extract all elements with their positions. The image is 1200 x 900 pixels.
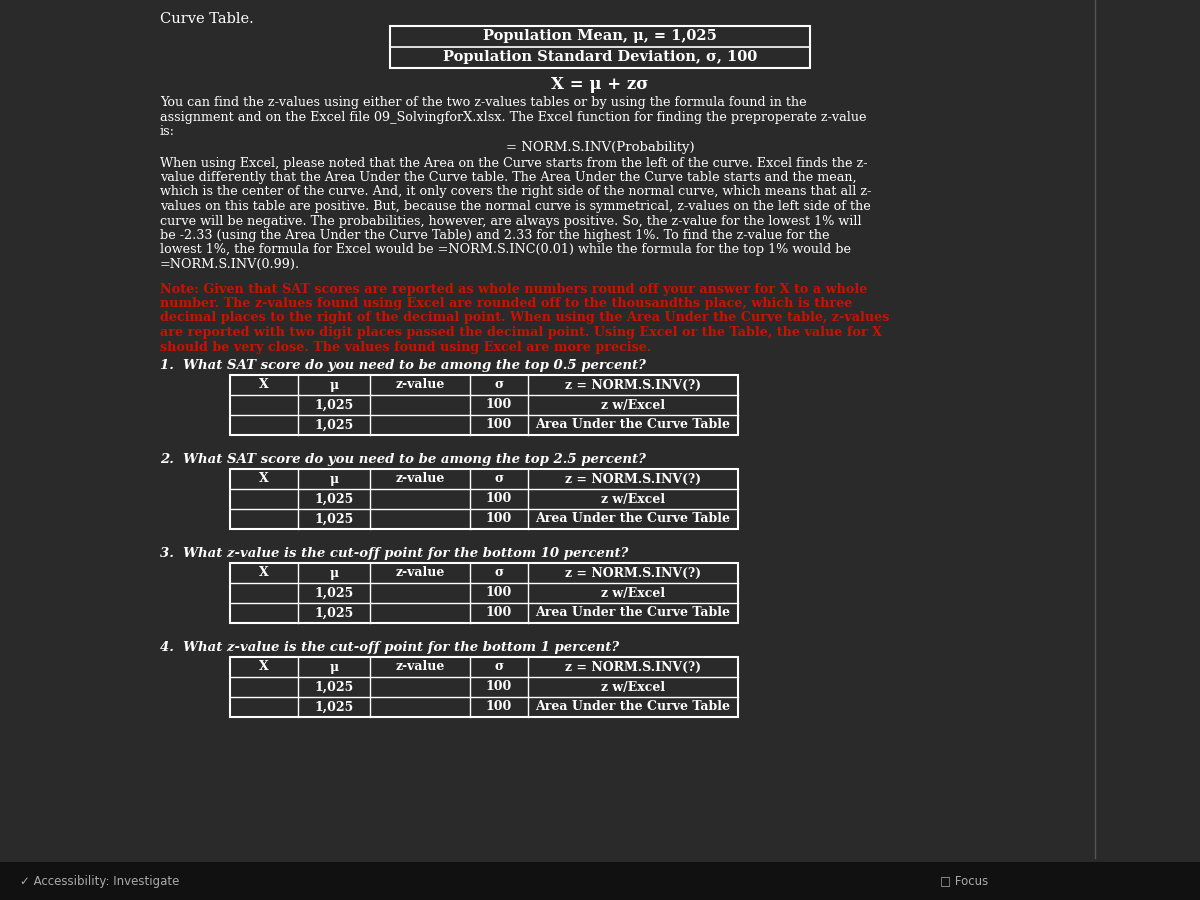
Text: μ: μ	[330, 379, 338, 392]
Text: 1,025: 1,025	[314, 492, 354, 506]
Text: z w/Excel: z w/Excel	[601, 587, 665, 599]
Text: 1,025: 1,025	[314, 399, 354, 411]
Text: 100: 100	[486, 587, 512, 599]
Text: Population Standard Deviation, σ, 100: Population Standard Deviation, σ, 100	[443, 50, 757, 64]
Text: When using Excel, please noted that the Area on the Curve starts from the left o: When using Excel, please noted that the …	[160, 157, 868, 169]
Text: 100: 100	[486, 700, 512, 714]
Text: 1,025: 1,025	[314, 680, 354, 694]
Text: σ: σ	[494, 566, 504, 580]
Text: should be very close. The values found using Excel are more precise.: should be very close. The values found u…	[160, 340, 652, 354]
Text: μ: μ	[330, 566, 338, 580]
Text: σ: σ	[494, 661, 504, 673]
Text: lowest 1%, the formula for Excel would be =NORM.S.INC(0.01) while the formula fo: lowest 1%, the formula for Excel would b…	[160, 244, 851, 256]
Text: ✓ Accessibility: Investigate: ✓ Accessibility: Investigate	[20, 875, 179, 887]
Text: z-value: z-value	[395, 661, 445, 673]
Text: 2.  What SAT score do you need to be among the top 2.5 percent?: 2. What SAT score do you need to be amon…	[160, 453, 646, 466]
Text: □ Focus: □ Focus	[940, 875, 989, 887]
Text: 1,025: 1,025	[314, 512, 354, 526]
Text: 100: 100	[486, 607, 512, 619]
Text: are reported with two digit places passed the decimal point. Using Excel or the : are reported with two digit places passe…	[160, 326, 882, 339]
Text: X: X	[259, 472, 269, 485]
Text: z w/Excel: z w/Excel	[601, 492, 665, 506]
Text: 100: 100	[486, 399, 512, 411]
Text: z = NORM.S.INV(?): z = NORM.S.INV(?)	[565, 661, 701, 673]
Text: You can find the z-values using either of the two z-values tables or by using th: You can find the z-values using either o…	[160, 96, 806, 109]
Text: values on this table are positive. But, because the normal curve is symmetrical,: values on this table are positive. But, …	[160, 200, 871, 213]
Text: μ: μ	[330, 472, 338, 485]
Bar	[390, 26, 810, 68]
Text: 1.  What SAT score do you need to be among the top 0.5 percent?: 1. What SAT score do you need to be amon…	[160, 359, 646, 372]
Text: z-value: z-value	[395, 472, 445, 485]
Bar	[230, 563, 738, 623]
Text: value differently that the Area Under the Curve table. The Area Under the Curve : value differently that the Area Under th…	[160, 171, 857, 184]
Text: =NORM.S.INV(0.99).: =NORM.S.INV(0.99).	[160, 258, 300, 271]
Text: 4.  What z-value is the cut-off point for the bottom 1 percent?: 4. What z-value is the cut-off point for…	[160, 641, 619, 654]
Text: z w/Excel: z w/Excel	[601, 399, 665, 411]
Text: Area Under the Curve Table: Area Under the Curve Table	[535, 418, 731, 431]
Text: z = NORM.S.INV(?): z = NORM.S.INV(?)	[565, 472, 701, 485]
Text: 1,025: 1,025	[314, 607, 354, 619]
Text: μ: μ	[330, 661, 338, 673]
Text: X: X	[259, 379, 269, 392]
Text: z w/Excel: z w/Excel	[601, 680, 665, 694]
Text: z = NORM.S.INV(?): z = NORM.S.INV(?)	[565, 379, 701, 392]
Text: number. The z-values found using Excel are rounded off to the thousandths place,: number. The z-values found using Excel a…	[160, 297, 852, 310]
Text: 1,025: 1,025	[314, 587, 354, 599]
Text: 100: 100	[486, 492, 512, 506]
Text: X: X	[259, 661, 269, 673]
Text: Curve Table.: Curve Table.	[160, 12, 253, 26]
Bar	[230, 469, 738, 529]
Text: z-value: z-value	[395, 379, 445, 392]
Text: z-value: z-value	[395, 566, 445, 580]
Text: Population Mean, μ, = 1,025: Population Mean, μ, = 1,025	[484, 29, 716, 43]
Text: decimal places to the right of the decimal point. When using the Area Under the : decimal places to the right of the decim…	[160, 311, 889, 325]
Text: = NORM.S.INV(Probability): = NORM.S.INV(Probability)	[505, 140, 695, 154]
Text: σ: σ	[494, 472, 504, 485]
Text: Area Under the Curve Table: Area Under the Curve Table	[535, 700, 731, 714]
Text: is:: is:	[160, 125, 175, 138]
Text: Note: Given that SAT scores are reported as whole numbers round off your answer : Note: Given that SAT scores are reported…	[160, 283, 868, 295]
Text: 100: 100	[486, 418, 512, 431]
Text: Area Under the Curve Table: Area Under the Curve Table	[535, 607, 731, 619]
Text: σ: σ	[494, 379, 504, 392]
Text: 1,025: 1,025	[314, 418, 354, 431]
Text: 3.  What z-value is the cut-off point for the bottom 10 percent?: 3. What z-value is the cut-off point for…	[160, 547, 629, 560]
Text: curve will be negative. The probabilities, however, are always positive. So, the: curve will be negative. The probabilitie…	[160, 214, 862, 228]
Text: 1,025: 1,025	[314, 700, 354, 714]
Text: 100: 100	[486, 512, 512, 526]
Text: assignment and on the Excel file 09_SolvingforX.xlsx. The Excel function for fin: assignment and on the Excel file 09_Solv…	[160, 111, 866, 123]
Bar	[0, 862, 1200, 900]
Text: X = μ + zσ: X = μ + zσ	[551, 76, 649, 93]
Text: Area Under the Curve Table: Area Under the Curve Table	[535, 512, 731, 526]
Bar	[230, 375, 738, 435]
Bar	[230, 657, 738, 717]
Text: 100: 100	[486, 680, 512, 694]
Text: z = NORM.S.INV(?): z = NORM.S.INV(?)	[565, 566, 701, 580]
Text: X: X	[259, 566, 269, 580]
Text: be -2.33 (using the Area Under the Curve Table) and 2.33 for the highest 1%. To : be -2.33 (using the Area Under the Curve…	[160, 229, 829, 242]
Text: which is the center of the curve. And, it only covers the right side of the norm: which is the center of the curve. And, i…	[160, 185, 871, 199]
